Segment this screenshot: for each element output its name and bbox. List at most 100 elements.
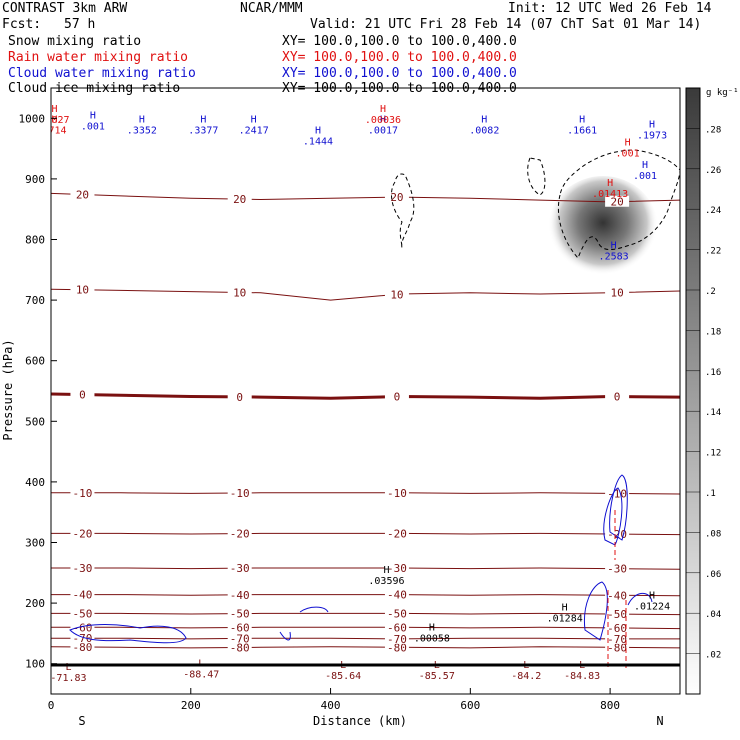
temperature-contour-label: -20 <box>73 527 93 540</box>
temperature-contour-label: -10 <box>73 487 93 500</box>
temperature-contour <box>51 646 680 649</box>
contour-label-bg <box>70 283 95 295</box>
x-tick-label: 0 <box>48 699 55 712</box>
extreme-marker: H <box>383 565 389 576</box>
temperature-contour-label: -60 <box>230 622 250 635</box>
valid-time: Valid: 21 UTC Fri 28 Feb 14 (07 ChT Sat … <box>310 17 702 32</box>
org-title: NCAR/MMM <box>240 1 303 16</box>
init-time: Init: 12 UTC Wed 26 Feb 14 <box>508 1 712 16</box>
colorbar-tick-label: .28 <box>705 125 721 135</box>
contour-label-bg <box>227 607 252 619</box>
extreme-value: -71.83 <box>50 673 86 684</box>
temperature-contour-label: -20 <box>230 528 250 541</box>
colorbar-tick-label: .26 <box>705 166 721 176</box>
temperature-contour-label: -20 <box>387 527 407 540</box>
temperature-contour <box>51 492 680 495</box>
contour-label-bg <box>70 632 95 644</box>
temperature-contour-label: -10 <box>387 487 407 500</box>
contour-label-bg <box>605 390 630 402</box>
temperature-contour-label: -80 <box>387 641 407 654</box>
temperature-contour <box>51 567 680 570</box>
contour-label-bg <box>384 607 409 619</box>
extreme-marker: H <box>649 590 655 601</box>
y-tick-label: 200 <box>25 597 45 610</box>
extreme-value: .2417 <box>239 126 269 137</box>
colorbar-tick-label: .06 <box>705 570 721 580</box>
temperature-contour-label: 10 <box>390 288 403 301</box>
contour-label-bg <box>605 608 630 620</box>
temperature-contour-label: 20 <box>610 196 623 209</box>
extreme-value: .1444 <box>303 136 333 147</box>
extreme-marker: H <box>315 125 321 136</box>
temperature-contour-label: -10 <box>230 487 250 500</box>
extreme-marker: H <box>429 622 435 633</box>
colorbar-tick-label: .18 <box>705 327 721 337</box>
temperature-contour-label: 0 <box>79 389 86 402</box>
temperature-contour-label: -40 <box>387 589 407 602</box>
snow-outline-1 <box>391 173 415 249</box>
y-tick-label: 1000 <box>19 112 46 125</box>
contour-label-bg <box>605 562 630 574</box>
extreme-marker: H <box>625 138 631 149</box>
temperature-contour <box>51 594 680 597</box>
contour-label-bg <box>384 632 409 644</box>
extreme-marker: H <box>380 104 386 115</box>
colorbar-tick-label: .2 <box>705 287 716 297</box>
cloud-water-contour-7 <box>279 631 291 641</box>
temperature-contour-label: -80 <box>230 642 250 655</box>
legend-cloudwater-xy: XY= 100.0,100.0 to 100.0,400.0 <box>282 66 517 81</box>
contour-label-bg <box>384 191 409 203</box>
legend-rain-xy: XY= 100.0,100.0 to 100.0,400.0 <box>282 50 517 65</box>
snow-shading <box>548 176 658 280</box>
temperature-contour-label: -60 <box>387 621 407 634</box>
temperature-contour <box>51 637 680 640</box>
temperature-contour-label: -40 <box>607 589 627 602</box>
colorbar-tick-label: .04 <box>705 610 721 620</box>
temperature-contour-label: -60 <box>607 622 627 635</box>
temperature-contour <box>51 626 680 630</box>
temperature-contour-label: 20 <box>390 191 403 204</box>
contour-label-bg <box>70 388 95 400</box>
temperature-contour-label: -70 <box>607 633 627 646</box>
contour-label-bg <box>227 390 252 402</box>
y-tick-label: 600 <box>25 355 45 368</box>
temperature-contour-label: -30 <box>387 562 407 575</box>
contour-label-bg <box>227 486 252 498</box>
extreme-value: .3377 <box>188 126 218 137</box>
cloud-water-contour-1 <box>609 474 628 541</box>
temperature-contour-label: -50 <box>230 608 250 621</box>
temperature-contour-label: -30 <box>230 562 250 575</box>
contour-label-bg <box>384 390 409 402</box>
temperature-contour-label: 20 <box>233 193 246 206</box>
snow-outline-2 <box>527 157 546 196</box>
contour-label-bg <box>605 589 630 601</box>
contour-label-bg <box>70 486 95 498</box>
contour-label-bg <box>384 621 409 633</box>
temperature-contour-label: -70 <box>230 632 250 645</box>
y-tick-label: 500 <box>25 415 45 428</box>
contour-label-bg <box>384 588 409 600</box>
snow-outline-3 <box>557 149 680 259</box>
contour-label-bg <box>70 607 95 619</box>
extreme-marker: H <box>562 602 568 613</box>
temperature-contour-label: 0 <box>614 391 621 404</box>
model-title: CONTRAST 3km ARW <box>2 1 128 16</box>
contour-label-bg <box>70 561 95 573</box>
temperature-contour-label: -50 <box>387 607 407 620</box>
plot-frame <box>50 87 681 695</box>
temperature-contour <box>51 392 680 400</box>
contour-label-bg <box>227 562 252 574</box>
contour-label-bg <box>70 588 95 600</box>
legend-rain-name: Rain water mixing ratio <box>8 50 189 65</box>
y-tick-label: 900 <box>25 173 45 186</box>
extreme-value: .03596 <box>368 576 404 587</box>
contour-label-bg <box>605 195 630 207</box>
extreme-marker: H <box>51 115 57 126</box>
temperature-contour-label: -70 <box>387 633 407 646</box>
temperature-contour-label: 0 <box>236 391 243 404</box>
extreme-value: .0017 <box>368 126 398 137</box>
extreme-marker: H <box>607 178 613 189</box>
cloud-water-contour-2 <box>603 487 623 546</box>
temperature-contour-label: 10 <box>610 287 623 300</box>
